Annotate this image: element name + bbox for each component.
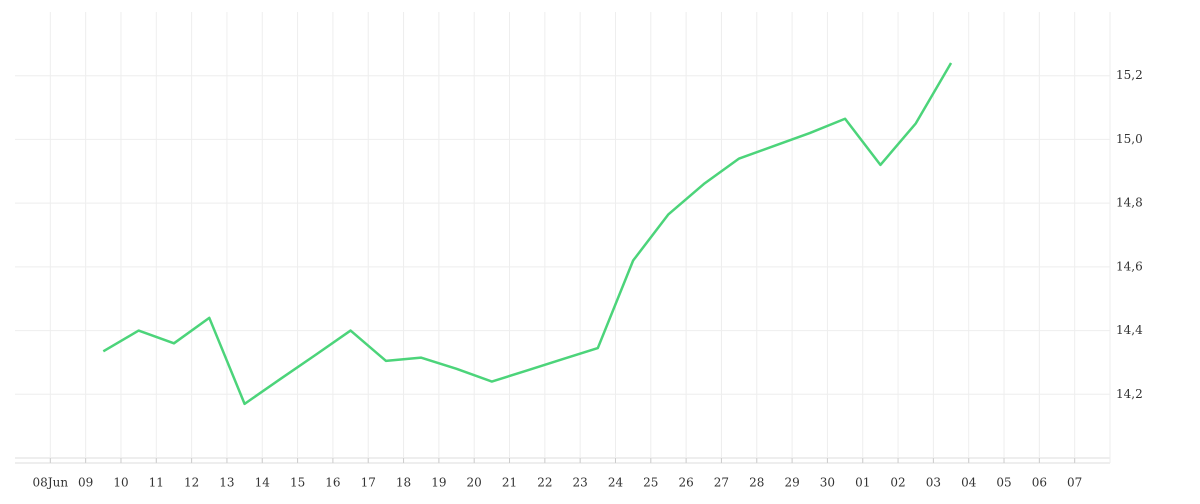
- x-tick-label: 16: [325, 476, 340, 490]
- x-tick-label: 13: [219, 476, 234, 490]
- x-tick-label: 28: [749, 476, 764, 490]
- x-tick-label: 12: [184, 476, 199, 490]
- x-tick-label: 20: [467, 476, 482, 490]
- x-tick-label: 18: [396, 476, 411, 490]
- x-tick-label: 09: [78, 476, 93, 490]
- x-tick-label: 27: [714, 476, 729, 490]
- x-tick-label: 26: [678, 476, 693, 490]
- x-tick-label: 23: [573, 476, 588, 490]
- x-tick-label: 15: [290, 476, 305, 490]
- y-tick-label: 15,0: [1116, 132, 1143, 146]
- y-tick-label: 14,4: [1116, 323, 1143, 337]
- x-tick-label: 19: [431, 476, 446, 490]
- x-tick-label: 03: [926, 476, 941, 490]
- x-tick-label: 01: [855, 476, 870, 490]
- x-tick-label: 06: [1032, 476, 1047, 490]
- y-tick-label: 14,6: [1116, 259, 1143, 273]
- x-tick-label: 10: [113, 476, 128, 490]
- x-tick-label: 30: [820, 476, 835, 490]
- x-tick-label: 07: [1067, 476, 1082, 490]
- line-series: [102, 62, 953, 406]
- x-tick-label: 02: [890, 476, 905, 490]
- x-tick-label: 11: [149, 476, 164, 490]
- x-tick-label: 08Jun: [33, 476, 69, 490]
- x-tick-label: 05: [996, 476, 1011, 490]
- x-tick-label: 04: [961, 476, 977, 490]
- y-tick-label: 15,2: [1116, 68, 1143, 82]
- y-tick-label: 14,8: [1116, 196, 1143, 210]
- x-tick-label: 29: [784, 476, 799, 490]
- x-tick-label: 14: [255, 476, 271, 490]
- x-tick-label: 21: [502, 476, 517, 490]
- x-tick-label: 17: [361, 476, 376, 490]
- x-tick-label: 24: [608, 476, 624, 490]
- x-tick-label: 25: [643, 476, 658, 490]
- y-tick-label: 14,2: [1116, 387, 1143, 401]
- x-tick-label: 22: [537, 476, 552, 490]
